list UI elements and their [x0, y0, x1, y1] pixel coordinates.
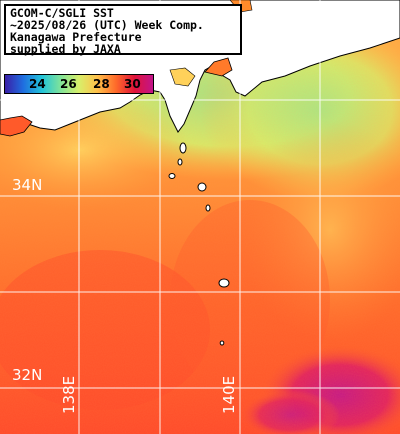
title-line-1: GCOM-C/SGLI SST	[10, 6, 114, 20]
sst-colorbar: 24 26 28 30	[4, 74, 154, 94]
title-line-4: supplied by JAXA	[10, 42, 121, 56]
colorbar-tick-24: 24	[29, 77, 46, 91]
lon-label-140e: 140E	[220, 375, 238, 414]
lat-label-32n: 32N	[12, 366, 43, 384]
title-line-2: ~2025/08/26 (UTC) Week Comp.	[10, 18, 204, 32]
colorbar-gradient	[5, 75, 153, 93]
colorbar-tick-28: 28	[93, 77, 110, 91]
lon-label-138e: 138E	[60, 375, 78, 414]
colorbar-tick-30: 30	[124, 77, 141, 91]
colorbar-tick-26: 26	[60, 77, 77, 91]
title-line-3: Kanagawa Prefecture	[10, 30, 142, 44]
lat-label-34n: 34N	[12, 176, 43, 194]
map-title-box: GCOM-C/SGLI SST ~2025/08/26 (UTC) Week C…	[4, 4, 242, 55]
